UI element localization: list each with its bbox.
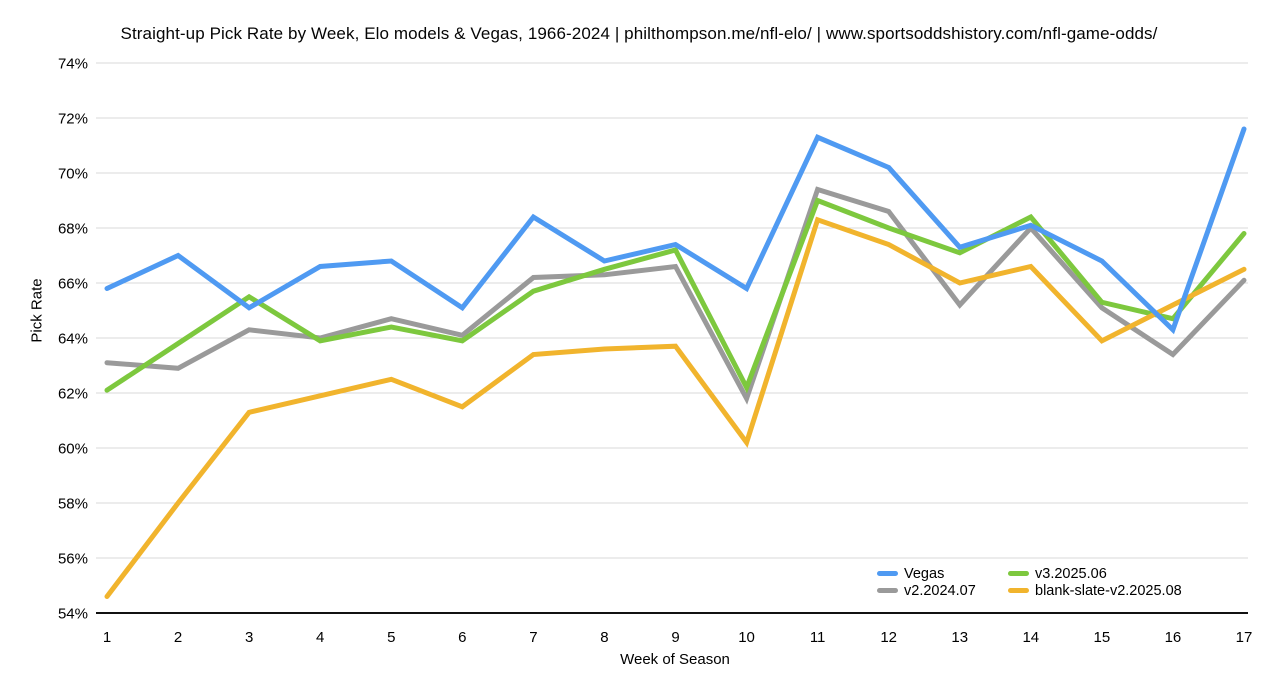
line-swatch-icon xyxy=(1008,588,1029,593)
x-tick-label: 2 xyxy=(174,629,182,646)
y-tick-label: 62% xyxy=(58,386,88,403)
x-tick-label: 15 xyxy=(1094,629,1111,646)
x-axis-tick-labels: 1 2 3 4 5 6 7 8 9 10 11 12 13 14 15 16 17 xyxy=(103,629,1253,646)
legend-item-v2-2024-07: v2.2024.07 xyxy=(877,583,1008,599)
legend-label: v2.2024.07 xyxy=(904,582,976,599)
series-line-v2.2024.07 xyxy=(104,186,1247,405)
y-tick-label: 60% xyxy=(58,441,88,458)
y-axis-tick-labels: 74% 72% 70% 68% 66% 64% 62% 60% 58% 56% 54% xyxy=(58,56,88,623)
legend: Vegas v3.2025.06 v2.2024.07 blank-slate-… xyxy=(877,565,1182,599)
y-tick-label: 72% xyxy=(58,111,88,128)
x-tick-label: 5 xyxy=(387,629,395,646)
x-tick-label: 11 xyxy=(810,629,826,646)
x-tick-label: 13 xyxy=(951,629,968,646)
legend-item-vegas: Vegas xyxy=(877,566,1008,582)
x-tick-label: 10 xyxy=(738,629,755,646)
x-tick-label: 8 xyxy=(600,629,608,646)
y-axis-title: Pick Rate xyxy=(28,278,46,343)
series-line-Vegas xyxy=(104,126,1247,335)
x-tick-label: 14 xyxy=(1022,629,1039,646)
x-tick-label: 6 xyxy=(458,629,466,646)
x-tick-label: 17 xyxy=(1236,629,1253,646)
legend-item-blank-slate-v2-2025-08: blank-slate-v2.2025.08 xyxy=(1008,583,1182,599)
x-tick-label: 16 xyxy=(1165,629,1182,646)
y-tick-label: 66% xyxy=(58,276,88,293)
y-tick-label: 58% xyxy=(58,496,88,513)
line-swatch-icon xyxy=(877,588,898,593)
y-tick-label: 68% xyxy=(58,221,88,238)
line-swatch-icon xyxy=(1008,571,1029,576)
line-swatch-icon xyxy=(877,571,898,576)
series-line-blank-slate-v2.2025.08 xyxy=(104,216,1247,599)
x-tick-label: 7 xyxy=(529,629,537,646)
y-tick-label: 70% xyxy=(58,166,88,183)
x-tick-label: 3 xyxy=(245,629,253,646)
y-tick-label: 54% xyxy=(58,606,88,623)
legend-label: blank-slate-v2.2025.08 xyxy=(1035,582,1182,599)
series-line-v3.2025.06 xyxy=(104,197,1247,394)
x-tick-label: 4 xyxy=(316,629,324,646)
gridlines xyxy=(96,62,1248,559)
y-tick-label: 74% xyxy=(58,56,88,73)
y-tick-label: 56% xyxy=(58,551,88,568)
legend-item-v3-2025-06: v3.2025.06 xyxy=(1008,566,1182,582)
legend-label: Vegas xyxy=(904,565,945,582)
x-tick-label: 1 xyxy=(103,629,111,646)
chart-title: Straight-up Pick Rate by Week, Elo model… xyxy=(120,24,1158,43)
y-tick-label: 64% xyxy=(58,331,88,348)
series-lines xyxy=(104,126,1247,599)
legend-label: v3.2025.06 xyxy=(1035,565,1107,582)
x-tick-label: 9 xyxy=(671,629,679,646)
x-axis-title: Week of Season xyxy=(620,651,730,668)
x-tick-label: 12 xyxy=(880,629,897,646)
